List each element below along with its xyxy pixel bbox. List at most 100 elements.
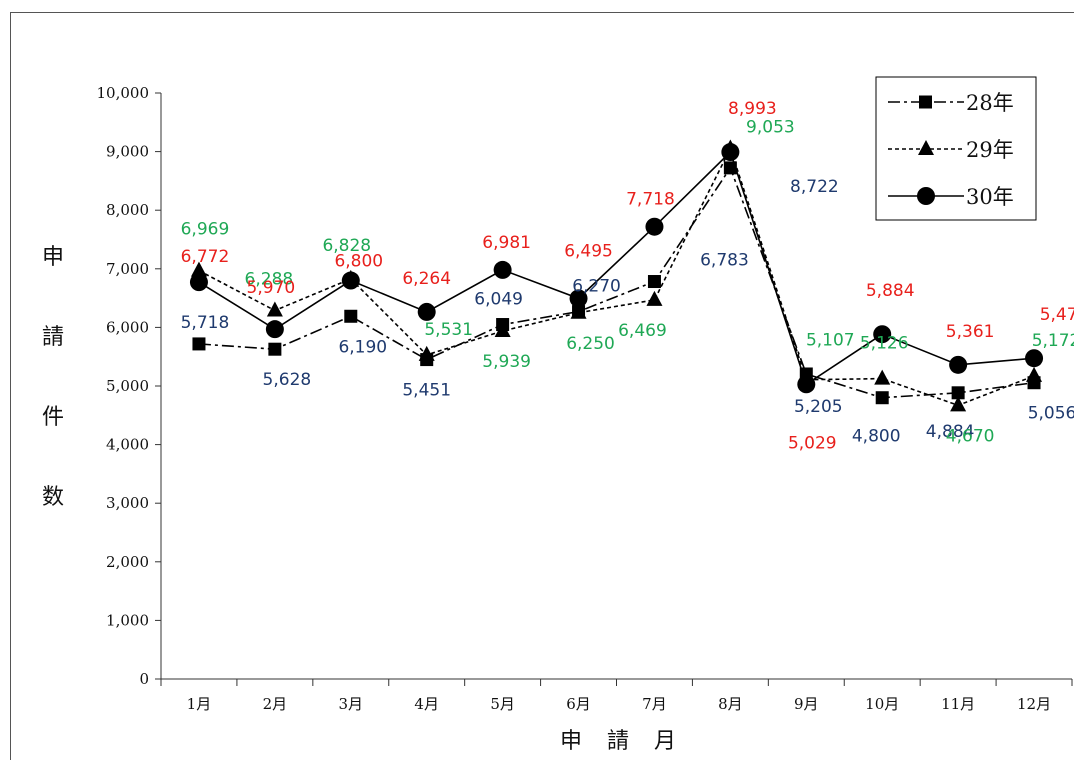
- data-label: 5,056: [1028, 404, 1074, 424]
- data-label: 5,628: [263, 370, 312, 390]
- circle-marker: [265, 320, 284, 339]
- x-tick-label: 12月: [1017, 695, 1051, 713]
- y-axis-title-char: 数: [42, 485, 64, 510]
- x-tick-label: 7月: [642, 695, 667, 713]
- data-markers: [189, 139, 1044, 412]
- series-lines: [198, 146, 1035, 407]
- data-label: 6,772: [181, 247, 230, 267]
- data-label: 8,722: [790, 177, 839, 197]
- x-tick-label: 6月: [566, 695, 591, 713]
- legend-label: 29年: [966, 138, 1014, 162]
- triangle-marker: [646, 290, 663, 306]
- triangle-marker: [570, 303, 587, 319]
- x-tick-label: 5月: [490, 695, 515, 713]
- data-label: 6,469: [618, 321, 667, 341]
- x-tick-label: 3月: [339, 695, 364, 713]
- data-label: 6,969: [181, 220, 230, 240]
- legend-label: 30年: [966, 185, 1014, 209]
- legend-label: 28年: [966, 91, 1014, 115]
- circle-marker: [569, 289, 588, 308]
- data-label: 5,126: [860, 334, 909, 354]
- y-tick-label: 0: [139, 670, 149, 688]
- circle-marker: [721, 143, 740, 162]
- data-label: 6,981: [482, 233, 531, 253]
- y-axis-title-char: 件: [42, 405, 64, 430]
- data-label: 5,029: [788, 433, 837, 453]
- triangle-marker: [418, 345, 435, 361]
- x-tick-label: 11月: [941, 695, 975, 713]
- series-line: [198, 166, 1035, 399]
- square-marker: [344, 309, 358, 323]
- data-label: 5,474: [1040, 305, 1074, 325]
- triangle-marker: [266, 301, 283, 317]
- data-label: 4,670: [946, 426, 995, 446]
- y-tick-label: 8,000: [106, 201, 149, 219]
- x-tick-label: 9月: [794, 695, 819, 713]
- legend-circle-marker: [917, 187, 935, 205]
- data-label: 5,172: [1032, 331, 1074, 351]
- tick-labels: 0 1,000 2,000 3,000 4,000 5,000 6,000 7,000 8,00…: [97, 84, 1052, 713]
- y-tick-label: 7,000: [106, 260, 149, 278]
- x-tick-label: 10月: [865, 695, 899, 713]
- data-label: 8,993: [728, 99, 777, 119]
- x-tick-label: 2月: [263, 695, 288, 713]
- data-label: 6,783: [700, 251, 749, 271]
- data-label: 5,939: [482, 352, 531, 372]
- x-axis-title-char: 月: [654, 729, 676, 754]
- data-label: 7,718: [626, 190, 675, 210]
- circle-marker: [873, 325, 892, 344]
- data-label: 6,288: [245, 270, 294, 290]
- data-label: 6,190: [338, 337, 387, 357]
- square-marker: [647, 275, 661, 289]
- axis-titles: 申請件数申請月: [42, 245, 676, 754]
- data-label: 5,884: [866, 281, 915, 301]
- data-label: 5,531: [424, 320, 473, 340]
- square-marker: [268, 342, 282, 356]
- series-line: [198, 150, 1035, 386]
- data-label: 5,451: [402, 381, 451, 401]
- data-label: 4,884: [926, 422, 975, 442]
- circle-marker: [417, 302, 436, 321]
- legend-square-marker: [919, 95, 932, 109]
- data-label: 6,828: [322, 236, 371, 256]
- data-label: 6,264: [402, 269, 451, 289]
- axes: [155, 92, 1073, 686]
- y-tick-label: 6,000: [106, 318, 149, 336]
- square-marker: [192, 337, 206, 351]
- data-label: 6,800: [334, 252, 383, 272]
- data-label: 6,270: [572, 277, 621, 297]
- data-labels: 5,718 5,628 6,190 5,451 6,049 6,270 6,783 8,722…: [181, 99, 1074, 453]
- y-tick-label: 1,000: [106, 611, 149, 629]
- x-axis-title-char: 申: [560, 729, 582, 754]
- data-label: 5,970: [247, 278, 296, 298]
- data-label: 5,107: [806, 331, 855, 351]
- square-marker: [951, 386, 965, 400]
- circle-marker: [493, 260, 512, 279]
- legend: 28年 29年 30年: [875, 76, 1037, 221]
- y-tick-label: 9,000: [106, 143, 149, 161]
- triangle-marker: [190, 261, 207, 277]
- y-axis-title-char: 請: [42, 325, 64, 350]
- y-tick-label: 10,000: [97, 84, 150, 102]
- chart-frame: [10, 12, 1074, 760]
- circle-marker: [341, 271, 360, 290]
- y-tick-label: 4,000: [106, 436, 149, 454]
- circle-marker: [949, 355, 968, 374]
- x-tick-label: 1月: [187, 695, 212, 713]
- data-label: 9,053: [746, 117, 795, 137]
- data-label: 5,361: [946, 322, 995, 342]
- data-label: 6,495: [564, 241, 613, 261]
- series-line: [198, 146, 1035, 407]
- x-tick-label: 8月: [718, 695, 743, 713]
- data-label: 6,250: [566, 334, 615, 354]
- triangle-marker: [874, 369, 891, 385]
- circle-marker: [797, 375, 816, 394]
- y-tick-label: 2,000: [106, 553, 149, 571]
- y-tick-label: 5,000: [106, 377, 149, 395]
- square-marker: [723, 161, 737, 175]
- square-marker: [875, 391, 889, 405]
- y-tick-label: 3,000: [106, 494, 149, 512]
- circle-marker: [1025, 349, 1044, 368]
- y-axis-title-char: 申: [42, 245, 64, 270]
